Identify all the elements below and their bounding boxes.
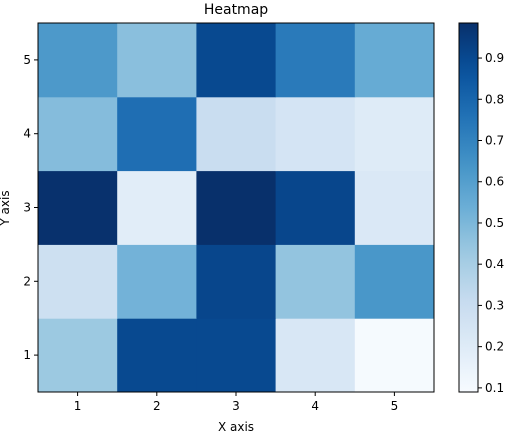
heatmap-cell: [354, 96, 435, 172]
colorbar-tick-label: 0.3: [485, 298, 504, 312]
colorbar-tick-label: 0.2: [485, 340, 504, 354]
y-tick-label: 5: [23, 53, 31, 67]
x-tick-label: 5: [391, 399, 399, 413]
heatmap-cell: [117, 318, 197, 393]
heatmap-cell: [38, 244, 118, 319]
heatmap-cell: [354, 23, 435, 98]
heatmap-cell: [38, 170, 118, 245]
heatmap-cell: [275, 23, 356, 98]
chart-title: Heatmap: [204, 2, 268, 18]
y-axis-ticks: 1 2 3 4 5: [23, 53, 38, 362]
heatmap-cell: [196, 96, 277, 172]
colorbar-tick-label: 0.6: [485, 175, 504, 189]
y-axis-label: Y axis: [0, 190, 12, 226]
heatmap-cell: [354, 170, 435, 245]
heatmap-cell: [196, 318, 277, 393]
heatmap-cell: [117, 23, 197, 98]
colorbar-tick-label: 0.5: [485, 216, 504, 230]
heatmap-cell: [196, 23, 277, 98]
x-tick-label: 1: [74, 399, 82, 413]
x-tick-label: 4: [311, 399, 319, 413]
heatmap-cell: [275, 170, 356, 245]
heatmap-cell: [354, 318, 435, 393]
heatmap-cell: [275, 318, 356, 393]
x-axis-label: X axis: [218, 420, 254, 434]
colorbar-tick-label: 0.4: [485, 257, 504, 271]
colorbar-tick-label: 0.1: [485, 381, 504, 395]
x-tick-label: 3: [232, 399, 240, 413]
heatmap-cell: [117, 96, 197, 172]
heatmap-cell: [38, 23, 118, 98]
heatmap-cell: [117, 170, 197, 245]
heatmap-cell: [196, 244, 277, 319]
heatmap-cell: [354, 244, 435, 319]
x-axis-ticks: 1 2 3 4 5: [74, 392, 398, 413]
y-tick-label: 2: [23, 274, 31, 288]
colorbar-tick-label: 0.8: [485, 92, 504, 106]
y-tick-label: 1: [23, 348, 31, 362]
y-tick-label: 4: [23, 127, 31, 141]
y-tick-label: 3: [23, 201, 31, 215]
heatmap-cell: [38, 96, 118, 172]
heatmap-cell: [275, 96, 356, 172]
colorbar: [458, 22, 479, 393]
x-tick-label: 2: [153, 399, 161, 413]
colorbar-ticks: 0.1 0.2 0.3 0.4 0.5 0.6 0.7 0.8 0.9: [478, 51, 504, 395]
heatmap-cell: [196, 170, 277, 245]
colorbar-tick-label: 0.9: [485, 51, 504, 65]
heatmap-cells: [38, 23, 435, 393]
colorbar-tick-label: 0.7: [485, 134, 504, 148]
heatmap-cell: [275, 244, 356, 319]
heatmap-cell: [117, 244, 197, 319]
heatmap-cell: [38, 318, 118, 393]
